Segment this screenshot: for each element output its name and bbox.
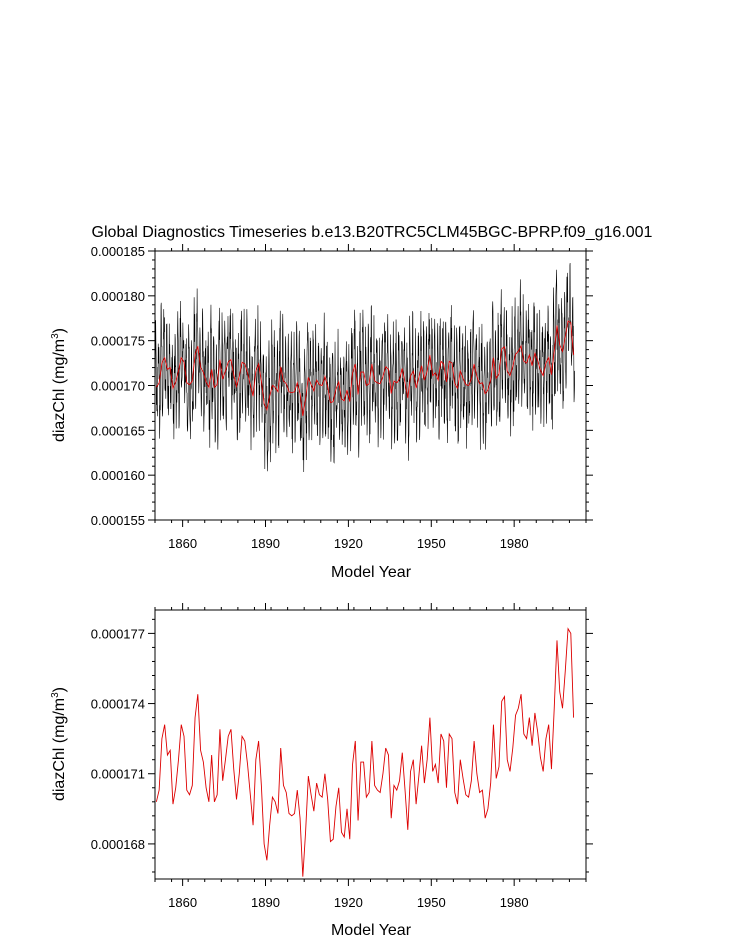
y-axis-title: diazChl (mg/m3) (50, 687, 68, 801)
y-tick-label: 0.000175 (91, 334, 145, 349)
x-tick-label: 1920 (334, 895, 363, 910)
x-tick-label: 1950 (417, 895, 446, 910)
x-tick-label: 1980 (500, 536, 529, 551)
y-tick-label: 0.000168 (91, 837, 145, 852)
x-axis-title: Model Year (331, 922, 412, 939)
x-tick-label: 1890 (251, 536, 280, 551)
x-tick-label: 1890 (251, 895, 280, 910)
y-tick-label: 0.000174 (91, 697, 145, 712)
y-axis-title-main: diazChl (mg/m (51, 698, 68, 801)
x-tick-label: 1920 (334, 536, 363, 551)
y-axis-title-superscript: 3 (50, 692, 61, 698)
y-axis-title-end: ) (51, 687, 68, 692)
y-tick-label: 0.000185 (91, 244, 145, 259)
x-tick-label: 1950 (417, 536, 446, 551)
x-tick-label: 1860 (168, 895, 197, 910)
x-tick-label: 1980 (500, 895, 529, 910)
y-tick-label: 0.000160 (91, 468, 145, 483)
annual-mean-line (155, 627, 575, 877)
y-axis-title-end: ) (51, 328, 68, 333)
annual-mean-line (155, 320, 575, 417)
x-axis-ticks: 1860 1890 1920 1950 1980 (154, 244, 587, 551)
annual-plot-area (155, 627, 575, 877)
x-axis-ticks: 1860 1890 1920 1950 1980 (154, 603, 587, 910)
y-tick-label: 0.000177 (91, 626, 145, 641)
plot-frame (154, 609, 587, 880)
y-axis-title-superscript: 3 (50, 333, 61, 339)
x-axis-title: Model Year (331, 564, 412, 581)
y-tick-label: 0.000165 (91, 423, 145, 438)
monthly-plot-area (154, 262, 576, 473)
y-axis-title-main: diazChl (mg/m (51, 339, 68, 442)
monthly-timeseries-chart: Global Diagnostics Timeseries b.e13.B20T… (50, 224, 653, 581)
y-tick-label: 0.000171 (91, 767, 145, 782)
monthly-series-line (154, 262, 576, 473)
y-tick-label: 0.000170 (91, 379, 145, 394)
y-tick-label: 0.000180 (91, 289, 145, 304)
annual-timeseries-chart: 1860 1890 1920 1950 1980 0.000168 0.000171 0.0… (50, 603, 593, 939)
chart-title: Global Diagnostics Timeseries b.e13.B20T… (92, 224, 653, 241)
y-tick-label: 0.000155 (91, 513, 145, 528)
x-tick-label: 1860 (168, 536, 197, 551)
y-axis-title: diazChl (mg/m3) (50, 328, 68, 442)
plot-frame (154, 250, 587, 521)
